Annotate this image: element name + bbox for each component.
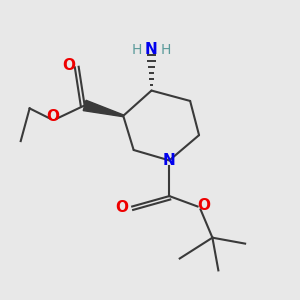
Text: O: O xyxy=(46,109,59,124)
Text: O: O xyxy=(115,200,128,215)
Text: H: H xyxy=(160,43,171,56)
Text: N: N xyxy=(145,42,158,57)
Polygon shape xyxy=(83,100,124,117)
Text: O: O xyxy=(62,58,75,73)
Text: O: O xyxy=(198,198,211,213)
Text: H: H xyxy=(132,43,142,56)
Text: N: N xyxy=(163,153,176,168)
